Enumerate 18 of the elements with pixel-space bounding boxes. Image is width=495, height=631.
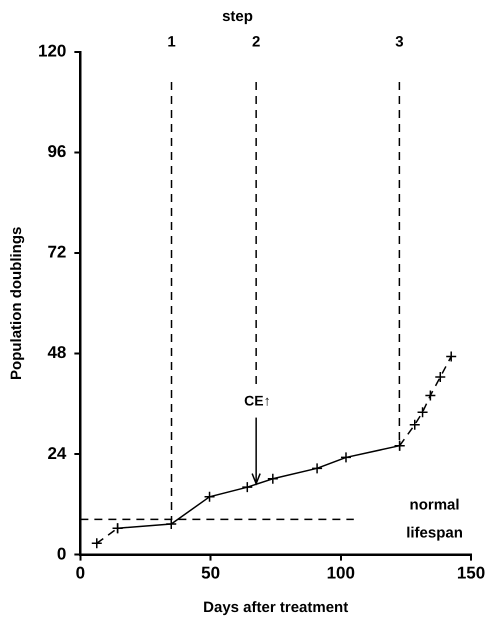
x-axis-title: Days after treatment: [203, 599, 348, 616]
y-tick-label: 48: [47, 343, 66, 362]
text: 1: [167, 34, 176, 51]
y-axis-title: Population doublings: [8, 226, 26, 380]
x-tick-label: 100: [326, 563, 355, 582]
y-tick-label: 120: [38, 42, 66, 61]
y-tick-label: 0: [56, 544, 66, 564]
x-tick-label: 50: [201, 563, 220, 582]
y-tick-label: 96: [47, 142, 66, 162]
y-tick-label: 72: [47, 242, 66, 262]
x-tick-label: 150: [456, 563, 486, 582]
annotation: CE↑: [244, 392, 271, 408]
text: 2: [252, 34, 260, 51]
text: 3: [395, 34, 404, 51]
x-tick-label: 0: [76, 563, 86, 582]
ref-line-label: normal lifespan: [406, 496, 463, 542]
chart-title: step: [222, 8, 253, 26]
y-tick-label: 24: [47, 444, 67, 463]
